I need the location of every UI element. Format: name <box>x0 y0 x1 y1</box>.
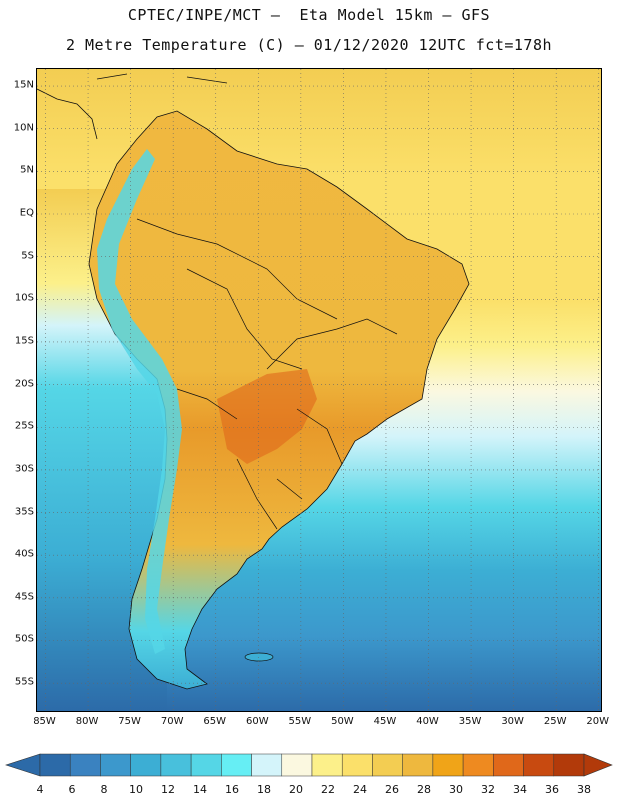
falkland-islands <box>244 652 274 662</box>
colorbar-swatch <box>100 753 131 777</box>
colorbar-swatch <box>251 753 283 777</box>
colorbar-max-arrow <box>583 753 613 777</box>
colorbar-swatch <box>311 753 343 777</box>
latitude-label: 10N <box>13 122 34 134</box>
colorbar-tick-label: 4 <box>36 783 44 796</box>
map-canvas <box>37 69 601 711</box>
longitude-label: 50W <box>331 716 354 727</box>
longitude-label: 60W <box>245 716 269 727</box>
colorbar-tick-label: 30 <box>449 783 463 796</box>
latitude-label: 5S <box>21 250 34 262</box>
longitude-label: 45W <box>373 716 397 727</box>
colorbar-swatch <box>160 753 192 777</box>
colorbar-swatch <box>69 753 101 777</box>
longitude-label: 65W <box>203 716 227 727</box>
colorbar-swatch <box>39 753 71 777</box>
colorbar-tick-label: 10 <box>129 783 143 796</box>
latitude-label: 5N <box>20 164 34 176</box>
temperature-map <box>36 68 602 712</box>
longitude-label: 25W <box>543 716 567 727</box>
colorbar-swatch <box>372 753 403 777</box>
latitude-label: 20S <box>14 378 34 390</box>
colorbar-swatch <box>281 753 313 777</box>
colorbar-tick-label: 8 <box>100 783 108 796</box>
colorbar-tick-label: 28 <box>417 783 431 796</box>
longitude-label: 35W <box>458 716 482 727</box>
colorbar-swatch <box>493 753 524 777</box>
map-gridlines <box>37 69 601 711</box>
longitude-label: 80W <box>75 716 99 727</box>
colorbar-swatch <box>221 753 252 777</box>
longitude-label: 70W <box>160 716 184 727</box>
caribbean-coast <box>37 73 228 140</box>
colorbar-min-arrow <box>5 753 41 777</box>
colorbar-tick-label: 12 <box>161 783 175 796</box>
colorbar-tick-label: 22 <box>321 783 335 796</box>
latitude-label: 55S <box>14 676 34 688</box>
colorbar-swatch <box>553 753 585 777</box>
colorbar-tick-label: 24 <box>353 783 367 796</box>
hot-core-region <box>217 369 317 464</box>
chart-subtitle: 2 Metre Temperature (C) – 01/12/2020 12U… <box>65 36 553 54</box>
longitude-label: 40W <box>416 716 439 727</box>
colorbar-swatch <box>190 753 222 777</box>
latitude-label: EQ <box>19 207 34 219</box>
colorbar-tick-label: 36 <box>545 783 559 796</box>
longitude-label: 75W <box>118 716 141 727</box>
colorbar-tick-label: 20 <box>289 783 303 796</box>
colorbar-tick-label: 16 <box>225 783 239 796</box>
latitude-label: 50S <box>14 633 34 645</box>
colorbar-tick-label: 38 <box>577 783 591 796</box>
colorbar-tick-label: 18 <box>257 783 271 796</box>
longitude-label: 30W <box>501 716 524 727</box>
temperature-colorbar <box>5 753 613 777</box>
colorbar-tick-label: 14 <box>193 783 207 796</box>
longitude-label: 20W <box>586 716 610 727</box>
colorbar-tick-label: 6 <box>68 783 76 796</box>
colorbar-tick-label: 26 <box>385 783 399 796</box>
latitude-label: 25S <box>14 420 34 432</box>
latitude-label: 15S <box>14 335 34 347</box>
andes-cool-band <box>97 149 182 654</box>
colorbar-swatch <box>341 753 373 777</box>
chart-title: CPTEC/INPE/MCT – Eta Model 15km – GFS <box>127 6 491 24</box>
colorbar-swatch <box>130 753 162 777</box>
latitude-label: 40S <box>14 548 34 560</box>
latitude-label: 10S <box>14 292 34 304</box>
colorbar-tick-label: 32 <box>481 783 495 796</box>
colorbar-swatch <box>462 753 494 777</box>
latitude-label: 15N <box>13 79 34 91</box>
longitude-label: 85W <box>33 716 56 727</box>
latitude-label: 45S <box>14 591 34 603</box>
latitude-label: 35S <box>14 506 34 518</box>
colorbar-tick-label: 34 <box>513 783 527 796</box>
colorbar-swatch <box>523 753 555 777</box>
colorbar-swatch <box>432 753 464 777</box>
longitude-label: 55W <box>288 716 312 727</box>
latitude-label: 30S <box>14 463 34 475</box>
colorbar-swatch <box>402 753 434 777</box>
